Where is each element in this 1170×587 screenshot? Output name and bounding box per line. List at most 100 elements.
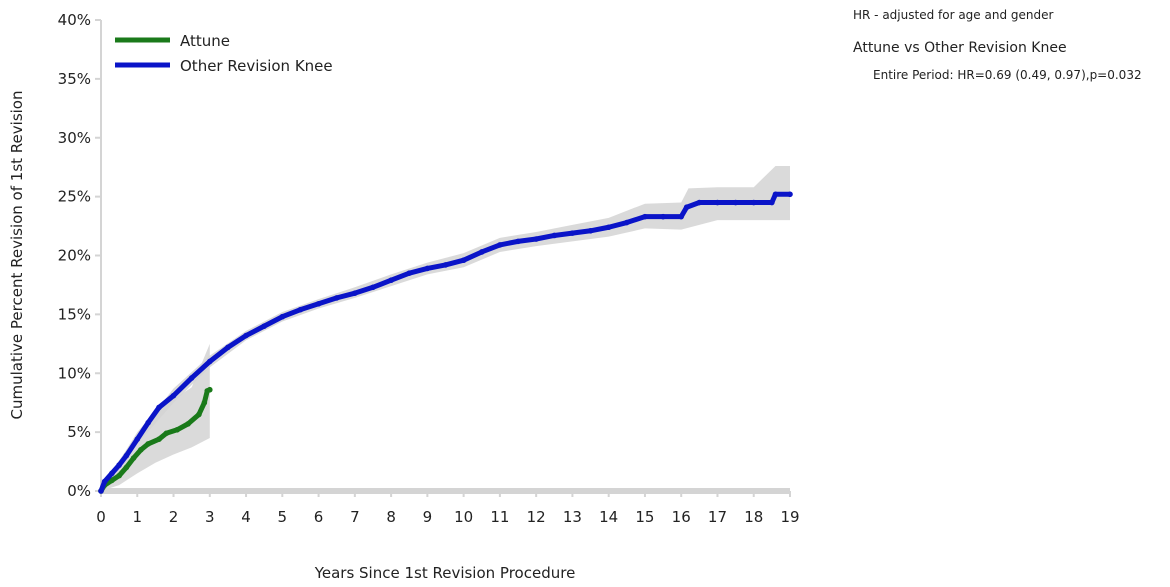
data-point-other-revision-knee	[109, 470, 115, 477]
data-point-other-revision-knee	[206, 358, 213, 365]
y-axis-title: Cumulative Percent Revision of 1st Revis…	[8, 91, 26, 420]
data-point-attune	[145, 441, 151, 447]
data-point-other-revision-knee	[624, 219, 630, 226]
data-point-attune	[185, 421, 191, 427]
data-point-other-revision-knee	[370, 284, 376, 291]
adjustment-note: HR - adjusted for age and gender	[853, 8, 1054, 22]
y-tick-label: 25%	[58, 188, 91, 206]
x-tick-label: 2	[169, 508, 179, 526]
y-tick-label: 0%	[67, 482, 91, 500]
data-point-other-revision-knee	[352, 290, 358, 296]
x-tick-label: 1	[132, 508, 142, 526]
x-tick-label: 4	[241, 508, 251, 526]
data-point-other-revision-knee	[297, 306, 304, 313]
data-point-other-revision-knee	[772, 191, 779, 198]
y-tick-label: 10%	[58, 364, 91, 382]
data-point-other-revision-knee	[750, 199, 757, 206]
comparison-heading: Attune vs Other Revision Knee	[853, 40, 1067, 56]
x-tick-label: 12	[527, 508, 546, 526]
data-point-other-revision-knee	[551, 232, 558, 239]
x-tick-label: 18	[744, 508, 763, 526]
x-tick-label: 3	[205, 508, 215, 526]
data-point-other-revision-knee	[388, 277, 394, 284]
data-point-other-revision-knee	[424, 265, 431, 272]
data-point-other-revision-knee	[787, 191, 793, 198]
data-point-other-revision-knee	[406, 270, 413, 276]
x-tick-label: 8	[386, 508, 396, 526]
data-point-other-revision-knee	[678, 213, 685, 220]
data-point-other-revision-knee	[134, 436, 141, 442]
data-point-other-revision-knee	[642, 213, 648, 220]
data-point-other-revision-knee	[98, 488, 104, 494]
data-point-other-revision-knee	[156, 404, 162, 411]
axes	[95, 19, 791, 497]
x-tick-label: 7	[350, 508, 360, 526]
data-point-other-revision-knee	[769, 199, 775, 206]
data-point-other-revision-knee	[261, 323, 267, 329]
x-tick-label: 16	[672, 508, 691, 526]
data-point-other-revision-knee	[315, 300, 322, 307]
x-tick-label: 5	[278, 508, 288, 526]
data-point-other-revision-knee	[683, 204, 690, 211]
data-point-other-revision-knee	[170, 392, 177, 399]
data-point-attune	[116, 472, 122, 479]
data-point-other-revision-knee	[497, 242, 503, 248]
hazard-ratio-note: Entire Period: HR=0.69 (0.49, 0.97),p=0.…	[873, 68, 1142, 82]
data-point-other-revision-knee	[569, 230, 576, 236]
series-line-other-revision-knee	[98, 191, 793, 494]
data-point-attune	[201, 399, 208, 406]
y-tick-label: 35%	[58, 70, 91, 88]
data-point-attune	[130, 455, 137, 461]
y-tick-label: 20%	[58, 247, 91, 265]
data-point-other-revision-knee	[188, 375, 195, 381]
x-tick-label: 17	[708, 508, 727, 526]
data-point-other-revision-knee	[660, 213, 666, 220]
x-tick-label: 10	[454, 508, 473, 526]
data-point-attune	[163, 430, 170, 437]
data-point-other-revision-knee	[533, 236, 539, 242]
x-tick-label: 6	[314, 508, 324, 526]
data-point-other-revision-knee	[696, 199, 703, 206]
series-line-attune	[98, 387, 213, 494]
data-point-other-revision-knee	[515, 238, 521, 245]
data-point-other-revision-knee	[732, 199, 739, 206]
x-axis-title: Years Since 1st Revision Procedure	[314, 564, 576, 582]
x-tick-label: 0	[96, 508, 106, 526]
data-point-attune	[174, 426, 180, 433]
y-tick-label: 40%	[58, 11, 91, 29]
x-tick-label: 9	[423, 508, 433, 526]
data-point-attune	[123, 464, 130, 471]
data-point-other-revision-knee	[279, 313, 286, 320]
data-point-attune	[109, 477, 115, 484]
data-point-other-revision-knee	[605, 224, 612, 231]
data-point-other-revision-knee	[442, 262, 449, 268]
x-tick-label: 15	[635, 508, 654, 526]
data-point-other-revision-knee	[116, 462, 122, 468]
data-point-attune	[156, 436, 162, 442]
legend-label-other-revision-knee: Other Revision Knee	[180, 57, 333, 75]
ci-band-1	[101, 166, 790, 491]
data-point-attune	[206, 386, 213, 393]
data-point-other-revision-knee	[460, 257, 467, 264]
data-point-other-revision-knee	[333, 295, 340, 301]
data-point-other-revision-knee	[225, 344, 231, 351]
y-tick-label: 30%	[58, 129, 91, 147]
tick-labels: 0%5%10%15%20%25%30%35%40%0 1 2 3 4 5 6 7 8 9 10 11 1…	[58, 11, 800, 526]
data-point-other-revision-knee	[478, 249, 485, 255]
x-tick-label: 19	[780, 508, 799, 526]
data-point-other-revision-knee	[101, 478, 108, 485]
y-tick-label: 5%	[67, 423, 91, 441]
data-point-attune	[196, 411, 202, 418]
data-point-other-revision-knee	[123, 452, 130, 459]
data-point-other-revision-knee	[587, 227, 594, 234]
x-tick-label: 14	[599, 508, 618, 526]
data-point-attune	[138, 446, 144, 453]
confidence-bands	[101, 166, 790, 491]
x-tick-label: 13	[563, 508, 582, 526]
data-point-other-revision-knee	[714, 199, 721, 206]
series-lines	[98, 191, 793, 494]
x-tick-label: 11	[490, 508, 509, 526]
data-point-other-revision-knee	[145, 419, 151, 426]
legend: Attune Other Revision Knee	[115, 32, 333, 75]
